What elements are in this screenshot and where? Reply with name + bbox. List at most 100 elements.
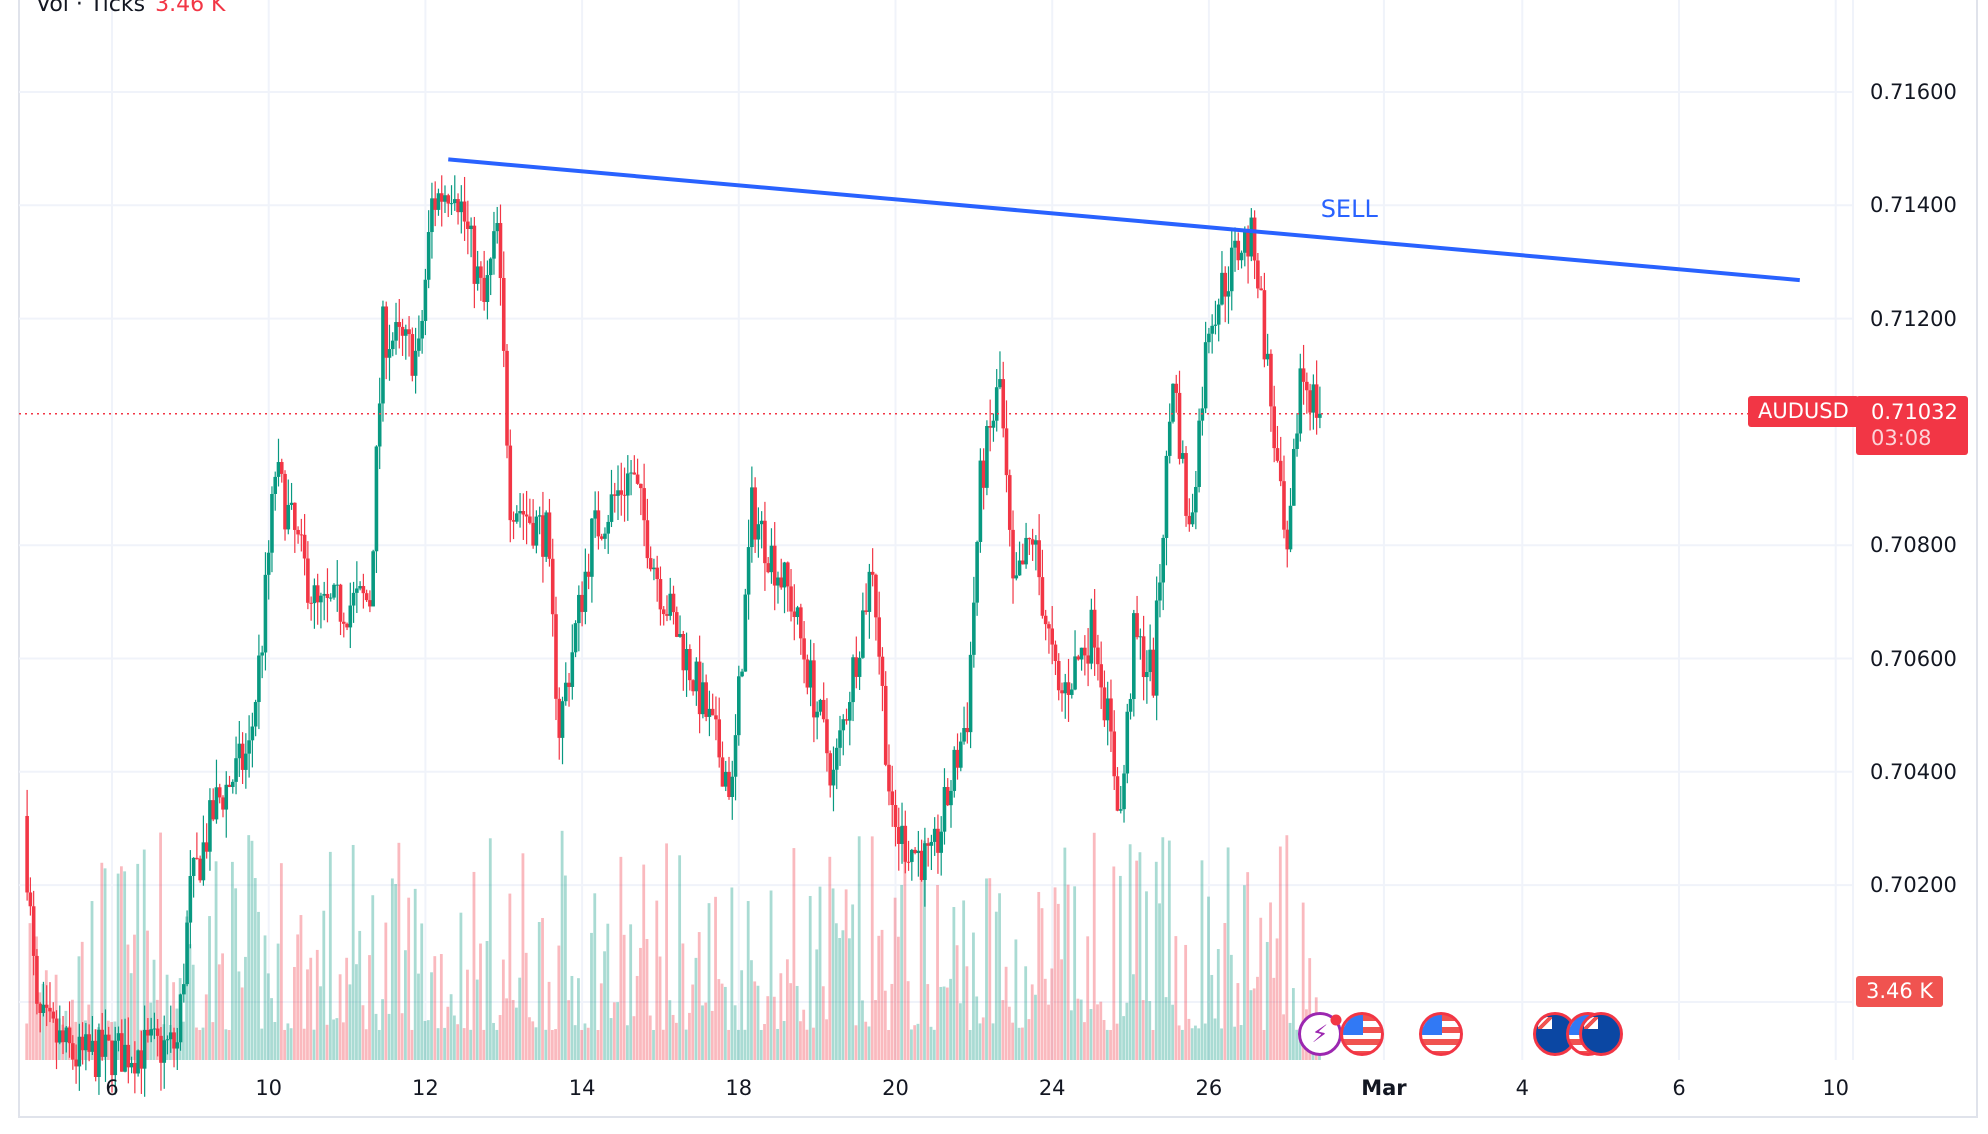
- candle-body[interactable]: [639, 483, 643, 489]
- candle-body[interactable]: [1220, 272, 1224, 305]
- candle-body[interactable]: [622, 494, 627, 496]
- candle-body[interactable]: [1314, 384, 1319, 418]
- candle-body[interactable]: [110, 1040, 114, 1076]
- volume-bar[interactable]: [893, 897, 897, 1060]
- volume-bar[interactable]: [1135, 860, 1139, 1060]
- volume-bar[interactable]: [785, 959, 789, 1060]
- candle-body[interactable]: [968, 654, 973, 733]
- candle-body[interactable]: [404, 329, 408, 336]
- volume-bar[interactable]: [306, 969, 309, 1060]
- candle-body[interactable]: [462, 201, 467, 222]
- volume-bar[interactable]: [890, 983, 894, 1060]
- candle-body[interactable]: [528, 516, 532, 523]
- volume-bar[interactable]: [743, 1029, 747, 1060]
- volume-bar[interactable]: [991, 1023, 995, 1060]
- volume-bar[interactable]: [1269, 902, 1272, 1060]
- volume-bar[interactable]: [916, 1023, 920, 1060]
- candle-body[interactable]: [1233, 240, 1237, 248]
- volume-bar[interactable]: [1291, 988, 1295, 1060]
- candle-body[interactable]: [746, 547, 751, 595]
- candle-body[interactable]: [237, 743, 242, 759]
- candle-body[interactable]: [707, 708, 712, 717]
- candle-body[interactable]: [1138, 636, 1143, 638]
- candle-body[interactable]: [155, 1028, 160, 1036]
- candle-body[interactable]: [1004, 428, 1009, 476]
- candle-body[interactable]: [430, 198, 434, 233]
- candle-body[interactable]: [1099, 664, 1103, 688]
- candle-body[interactable]: [880, 656, 885, 686]
- volume-bar[interactable]: [77, 956, 81, 1060]
- volume-bar[interactable]: [332, 1019, 335, 1060]
- volume-bar[interactable]: [139, 1029, 143, 1060]
- volume-bar[interactable]: [821, 986, 825, 1060]
- candle-body[interactable]: [737, 676, 741, 736]
- volume-bar[interactable]: [1122, 1016, 1126, 1060]
- volume-bar[interactable]: [668, 1000, 672, 1060]
- volume-bar[interactable]: [838, 938, 842, 1060]
- volume-bar[interactable]: [802, 1009, 806, 1060]
- volume-bar[interactable]: [570, 975, 574, 1060]
- candle-body[interactable]: [260, 652, 264, 656]
- candle-body[interactable]: [126, 1044, 131, 1068]
- candle-body[interactable]: [185, 922, 189, 985]
- volume-bar[interactable]: [945, 987, 949, 1060]
- volume-bar[interactable]: [1109, 1029, 1112, 1060]
- volume-bar[interactable]: [38, 992, 42, 1060]
- candle-body[interactable]: [1079, 647, 1084, 660]
- candle-body[interactable]: [1073, 656, 1077, 690]
- volume-bar[interactable]: [1063, 847, 1067, 1060]
- candle-body[interactable]: [279, 462, 284, 474]
- candle-body[interactable]: [994, 387, 999, 421]
- volume-bar[interactable]: [1004, 966, 1008, 1060]
- candle-body[interactable]: [1197, 420, 1201, 487]
- candle-body[interactable]: [289, 502, 294, 505]
- candle-body[interactable]: [505, 350, 509, 446]
- volume-bar[interactable]: [381, 999, 384, 1060]
- volume-bar[interactable]: [1027, 1019, 1031, 1060]
- volume-bar[interactable]: [1301, 902, 1305, 1060]
- volume-bar[interactable]: [227, 1029, 231, 1060]
- candle-body[interactable]: [1083, 647, 1087, 656]
- volume-bar[interactable]: [1053, 887, 1057, 1060]
- volume-bar[interactable]: [123, 871, 127, 1060]
- volume-bar[interactable]: [567, 1000, 571, 1060]
- candle-body[interactable]: [939, 831, 944, 853]
- candle-body[interactable]: [893, 805, 898, 828]
- volume-bar[interactable]: [639, 947, 642, 1060]
- candle-body[interactable]: [1043, 615, 1048, 625]
- candle-body[interactable]: [201, 842, 206, 881]
- volume-bar[interactable]: [573, 1025, 577, 1060]
- volume-bar[interactable]: [443, 1027, 446, 1060]
- volume-bar[interactable]: [413, 888, 417, 1060]
- volume-bar[interactable]: [896, 936, 900, 1060]
- candle-body[interactable]: [364, 593, 369, 601]
- candle-body[interactable]: [688, 648, 692, 681]
- volume-bar[interactable]: [531, 1021, 535, 1060]
- volume-bar[interactable]: [1171, 1004, 1174, 1060]
- volume-bar[interactable]: [250, 840, 254, 1060]
- volume-bar[interactable]: [390, 878, 394, 1060]
- candle-body[interactable]: [1291, 448, 1296, 506]
- candle-body[interactable]: [932, 828, 937, 842]
- candle-body[interactable]: [799, 607, 803, 639]
- volume-bar[interactable]: [756, 985, 760, 1060]
- candle-body[interactable]: [410, 334, 415, 376]
- volume-bar[interactable]: [818, 886, 822, 1060]
- volume-bar[interactable]: [580, 1029, 584, 1060]
- candle-body[interactable]: [38, 1003, 42, 1013]
- candle-body[interactable]: [71, 1043, 75, 1060]
- volume-bar[interactable]: [753, 981, 757, 1060]
- candle-body[interactable]: [518, 511, 522, 514]
- candle-body[interactable]: [1040, 577, 1045, 616]
- candle-body[interactable]: [146, 1029, 150, 1036]
- volume-bar[interactable]: [733, 1005, 737, 1060]
- candle-body[interactable]: [1050, 628, 1054, 645]
- candle-body[interactable]: [482, 277, 486, 302]
- candle-body[interactable]: [397, 322, 402, 327]
- volume-bar[interactable]: [221, 953, 224, 1060]
- volume-bar[interactable]: [230, 861, 234, 1060]
- candle-body[interactable]: [1158, 582, 1162, 601]
- candle-body[interactable]: [655, 567, 659, 580]
- candle-body[interactable]: [753, 487, 757, 540]
- candle-body[interactable]: [590, 518, 594, 577]
